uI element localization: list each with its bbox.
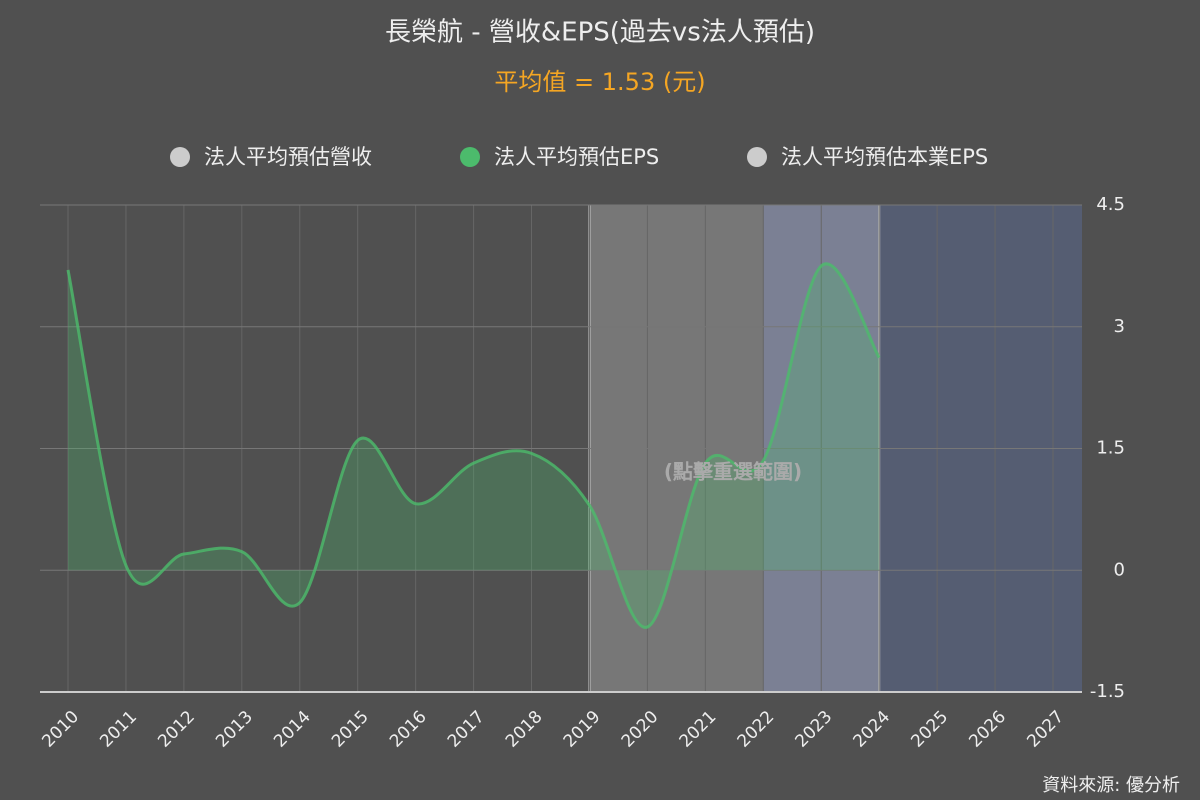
legend-marker: [170, 147, 190, 167]
legend-marker: [747, 147, 767, 167]
legend-marker: [460, 147, 480, 167]
y-tick-label: 4.5: [1096, 194, 1125, 215]
y-tick-label: 3: [1114, 316, 1125, 337]
chart-title: 長榮航 - 營收&EPS(過去vs法人預估): [385, 18, 815, 48]
legend-label: 法人平均預估營收: [204, 145, 372, 169]
annotation: (點擊重選範圍): [664, 460, 802, 484]
chart-subtitle: 平均值 = 1.53 (元): [494, 68, 705, 96]
line: [66, 262, 881, 629]
source: 資料來源: 優分析: [1042, 775, 1180, 796]
legend-label: 法人平均預估EPS: [494, 145, 659, 169]
area: [68, 263, 880, 628]
y-tick-label: 0: [1114, 559, 1125, 580]
y-tick-label: 1.5: [1096, 438, 1125, 459]
grid: [40, 204, 1082, 693]
legend-label: 法人平均預估本業EPS: [781, 145, 988, 169]
marks: [66, 262, 881, 629]
y-tick-label: -1.5: [1090, 681, 1125, 702]
